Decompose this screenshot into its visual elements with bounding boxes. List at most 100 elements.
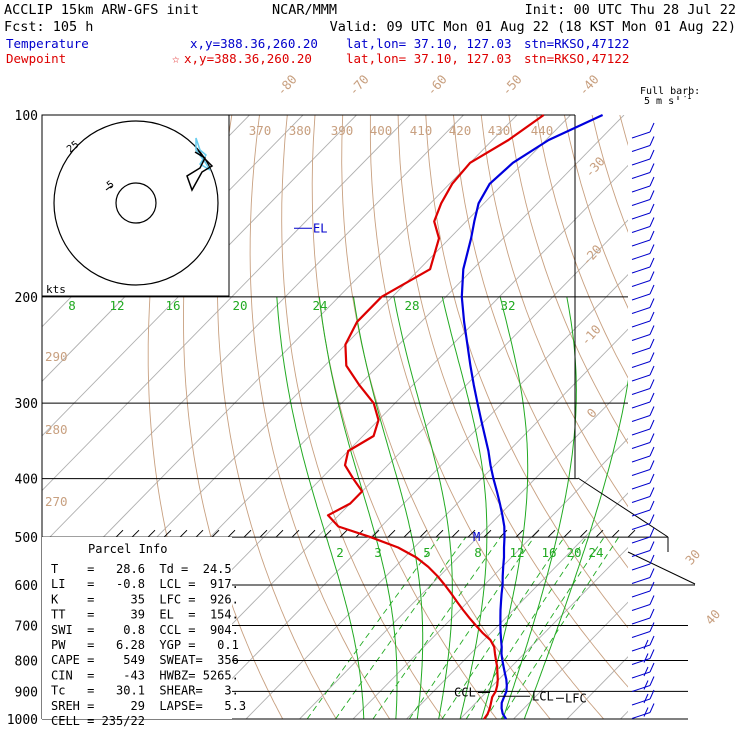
dewpoint-station: stn=RKSO,47122	[524, 51, 629, 66]
mixing-ratio-line	[465, 536, 587, 719]
hatch-mark	[563, 529, 572, 538]
pressure-tick-label: 300	[15, 397, 38, 412]
parcel-info-row: TT = 39 EL = 154.	[51, 608, 239, 622]
isotherm-line	[42, 115, 464, 546]
parcel-info-row: CAPE = 549 SWEAT= 356	[51, 653, 239, 667]
wind-barb-icon	[631, 325, 655, 341]
hatch-mark	[611, 529, 620, 538]
isotherm-label: 40	[702, 606, 723, 627]
pressure-tick-label: 500	[15, 531, 38, 546]
hatch-mark	[371, 529, 380, 538]
mixing-ratio-label: 20	[232, 298, 247, 313]
wind-barb-icon	[631, 338, 655, 355]
temperature-line	[460, 114, 604, 720]
parcel-info-row: CELL = 235/22	[51, 714, 145, 728]
isotherm-line	[245, 328, 628, 719]
parcel-info-row: LI = -0.8 LCL = 917.	[51, 577, 239, 591]
mixing-ratio-label: 8	[68, 298, 76, 313]
wind-barb-icon	[631, 581, 655, 598]
hodograph-trace-light	[195, 137, 211, 171]
hatch-mark	[307, 529, 316, 538]
hatch-mark	[515, 529, 524, 538]
mixing-ratio-label: 5	[423, 545, 431, 560]
wind-barb-icon	[631, 446, 655, 463]
lfc-label: LFC	[565, 691, 587, 705]
theta-label: 380	[289, 123, 312, 138]
wind-barb-icon	[631, 689, 655, 706]
theta-label: 420	[449, 123, 472, 138]
isotherm-line	[459, 546, 628, 719]
mixing-ratio-label: 2	[336, 545, 344, 560]
wind-barb-icon	[631, 190, 655, 206]
hodograph-arrow-icon	[105, 185, 113, 191]
star-icon: ☆	[172, 51, 180, 66]
wind-barb-icon	[631, 352, 655, 368]
legend-temperature: Temperature	[6, 36, 89, 51]
hatch-mark	[243, 529, 252, 538]
dry-adiabat-line	[453, 115, 628, 569]
mixing-ratio-line	[372, 536, 501, 719]
dry-adiabat-line	[216, 115, 337, 719]
mixing-ratio-label: 8	[474, 545, 482, 560]
forecast-hour: Fcst: 105 h	[4, 19, 93, 35]
temperature-station: stn=RKSO,47122	[524, 36, 629, 51]
wind-barb-icon	[631, 122, 655, 139]
barb-unit-exponent: -1	[683, 93, 691, 101]
pressure-tick-label: 1000	[7, 713, 38, 728]
dewpoint-xy: x,y=388.36,260.20	[184, 51, 312, 66]
parcel-info-row: SWI = 0.8 CCL = 904.	[51, 623, 239, 637]
hatch-mark	[595, 529, 604, 538]
theta-label: 400	[370, 123, 393, 138]
parcel-info-row: T = 28.6 Td = 24.5	[51, 562, 232, 576]
wind-barb-icon	[631, 433, 655, 449]
parcel-info-row: K = 35 LFC = 926.	[51, 592, 239, 606]
mixing-ratio-label: 12	[109, 298, 124, 313]
dry-adiabat-line	[249, 115, 391, 719]
isotherm-line	[42, 115, 518, 601]
theta-label: 390	[331, 123, 354, 138]
hatch-mark	[259, 529, 268, 538]
mixing-ratio-line	[306, 536, 440, 719]
dewpoint-latlon: lat,lon= 37.10, 127.03	[346, 51, 512, 66]
isotherm-line	[42, 115, 411, 492]
wind-barb-icon	[631, 608, 655, 625]
dry-adiabat-line	[536, 115, 628, 379]
wind-barb-icon	[631, 257, 655, 274]
wind-barb-icon	[631, 487, 655, 503]
hatch-mark	[483, 529, 492, 538]
dewpoint-line	[326, 114, 545, 720]
hodograph-ring-inner	[115, 182, 157, 224]
isotherm-line	[299, 383, 628, 719]
isotherm-line	[513, 601, 628, 719]
theta-label: 270	[45, 494, 68, 509]
init-time: Init: 00 UTC Thu 28 Jul 22	[525, 2, 736, 18]
hatch-mark	[211, 529, 220, 538]
mixing-ratio-line	[408, 536, 535, 719]
wind-barb-icon	[631, 149, 655, 166]
wind-barb-icon	[631, 136, 655, 152]
sounding-annotations: EL M CCL LCL LFC	[294, 221, 587, 705]
theta-label: 440	[531, 123, 554, 138]
pressure-tick-label: 700	[15, 619, 38, 634]
lcl-label: LCL	[532, 689, 554, 703]
wind-barb-icon	[631, 541, 655, 557]
isobar-lines	[41, 114, 696, 720]
hatch-mark	[339, 529, 348, 538]
wind-barb-icon	[631, 392, 655, 409]
hodograph: 25 5 kts	[41, 114, 230, 297]
wind-barb-icon	[631, 244, 655, 260]
mixing-ratio-label: 24	[588, 545, 603, 560]
hodograph-trace	[186, 149, 214, 192]
parcel-info-panel: Parcel Info T = 28.6 Td = 24.5LI = -0.8 …	[42, 537, 246, 728]
wind-barb-icon	[631, 514, 655, 530]
hatch-mark	[435, 529, 444, 538]
isotherm-line	[138, 219, 628, 719]
model-title: ACCLIP 15km ARW-GFS init	[4, 2, 199, 18]
dry-adiabat-line	[369, 115, 605, 719]
hatch-mark	[115, 529, 124, 538]
hatch-mark	[531, 529, 540, 538]
wind-barb-icon	[631, 595, 655, 611]
wind-barb-icon	[631, 271, 655, 287]
pressure-tick-label: 200	[15, 291, 38, 306]
mixing-ratio-label: 20	[566, 545, 581, 560]
